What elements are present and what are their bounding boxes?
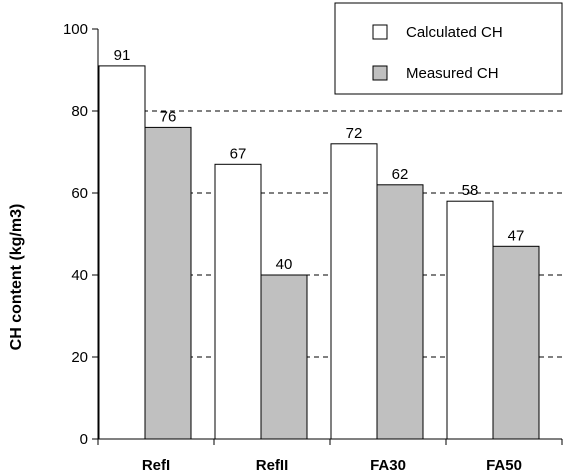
- bar-refi-series-1: [98, 65, 146, 440]
- bars: [98, 65, 540, 440]
- y-tick-label-60: 60: [71, 185, 88, 202]
- legend-swatch-series-2: [372, 65, 388, 81]
- data-labels: 91 76 67 40 72 62 58 47: [114, 47, 525, 273]
- legend-label-series-1: Calculated CH: [406, 24, 503, 41]
- data-label-refii-series-1: 67: [230, 145, 247, 162]
- y-axis-label: CH content (kg/m3): [8, 204, 25, 351]
- bar-fa30-series-1: [330, 143, 378, 440]
- bar-fa50-series-2: [492, 245, 540, 440]
- bar-refii-series-2: [260, 274, 308, 440]
- x-tick-label-refii: RefII: [256, 457, 289, 474]
- data-label-fa50-series-2: 47: [508, 227, 525, 244]
- bar-refi-series-2: [144, 126, 192, 440]
- x-tick-label-fa50: FA50: [486, 457, 522, 474]
- data-label-fa30-series-2: 62: [392, 166, 409, 183]
- y-tick-label-100: 100: [63, 21, 88, 38]
- x-tick-label-refi: RefI: [142, 457, 170, 474]
- axes: RefI RefII FA30 FA50 0 20 40 60 80 100: [63, 21, 563, 474]
- y-tick-label-40: 40: [71, 267, 88, 284]
- y-tick-label-0: 0: [80, 431, 88, 448]
- legend: Calculated CH Measured CH: [334, 2, 563, 95]
- y-tick-label-80: 80: [71, 103, 88, 120]
- bar-refii-series-1: [214, 163, 262, 440]
- data-label-fa30-series-1: 72: [346, 125, 363, 142]
- legend-swatch-series-1: [372, 24, 388, 40]
- y-tick-label-20: 20: [71, 349, 88, 366]
- data-label-refii-series-2: 40: [276, 256, 293, 273]
- legend-label-series-2: Measured CH: [406, 65, 499, 82]
- data-label-refi-series-2: 76: [160, 108, 177, 125]
- data-label-fa50-series-1: 58: [462, 182, 479, 199]
- bar-fa30-series-2: [376, 184, 424, 440]
- bar-fa50-series-1: [446, 200, 494, 440]
- data-label-refi-series-1: 91: [114, 47, 131, 64]
- x-tick-label-fa30: FA30: [370, 457, 406, 474]
